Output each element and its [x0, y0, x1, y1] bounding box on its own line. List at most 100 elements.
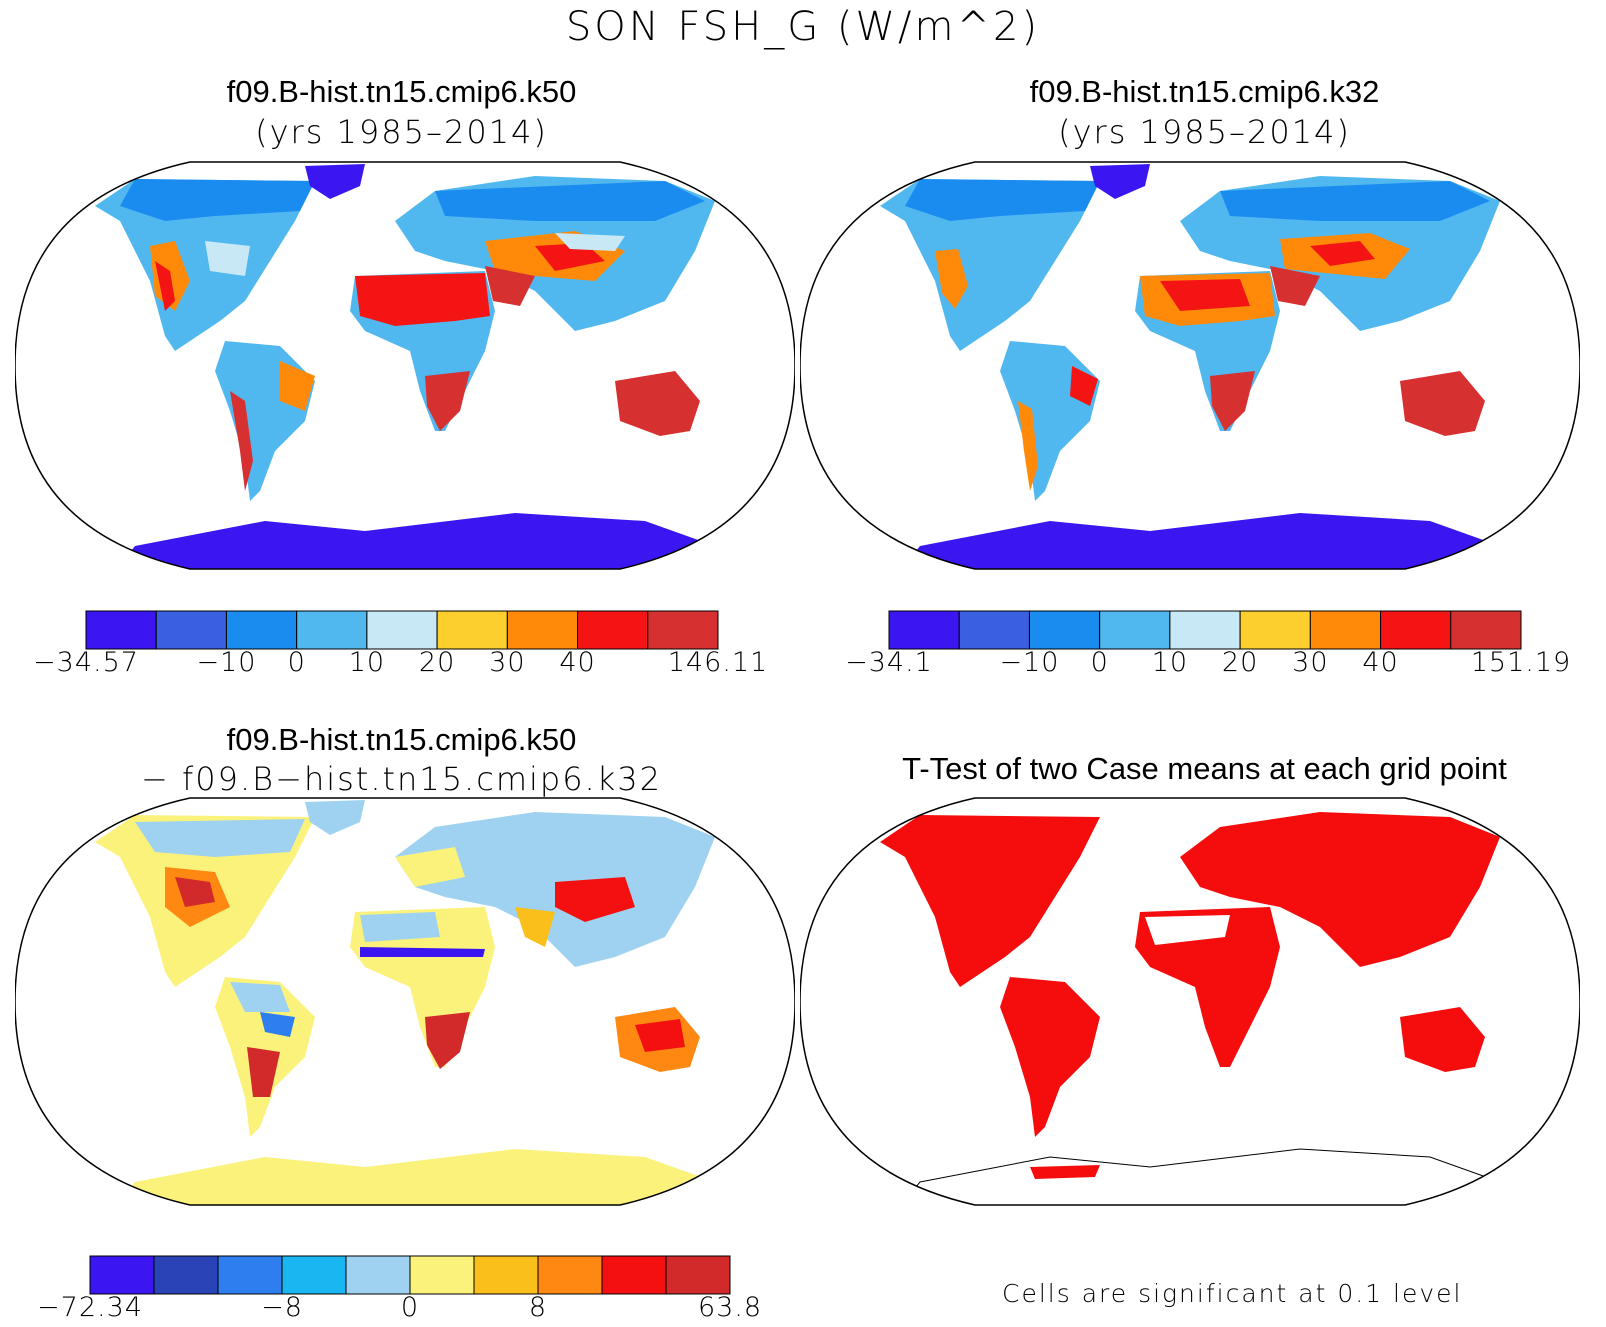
region-siberia: [435, 181, 705, 221]
colorbar-swatch: [1028, 610, 1101, 650]
region-tibet: [1310, 241, 1375, 266]
map-difference: [15, 797, 795, 1206]
region-amazon: [230, 982, 290, 1012]
region-canada: [135, 819, 305, 857]
panel-k50-title: f09.B-hist.tn15.cmip6.k50: [226, 74, 577, 109]
landmass-north-america: [880, 815, 1100, 987]
region-sahara-hot: [355, 273, 490, 326]
region-andes-hot: [1018, 401, 1038, 491]
landmass-australia: [1400, 371, 1485, 436]
region-andes-hot: [230, 391, 253, 491]
figure-title: SON FSH_G (W/m^2): [565, 4, 1041, 50]
colorbar-swatch: [366, 610, 438, 650]
colorbar-tick-label: 0: [1091, 647, 1109, 678]
panel-k50-years: (yrs 1985–2014): [255, 113, 548, 151]
region-mexico-hot: [155, 261, 175, 311]
landmass-north-america: [880, 179, 1100, 351]
region-mongolia: [555, 233, 625, 251]
region-antarctica-significant: [1030, 1165, 1100, 1179]
colorbar-swatch: [409, 1255, 475, 1295]
colorbar-swatch: [601, 1255, 667, 1295]
landmass-greenland: [1090, 164, 1150, 199]
region-southern-africa-hot: [425, 1012, 470, 1069]
region-southern-africa-hot: [1210, 371, 1255, 431]
region-sahara-insignificant: [1145, 915, 1230, 945]
colorbar-swatch: [225, 610, 298, 650]
colorbar-swatch: [296, 610, 368, 650]
landmass-australia: [615, 371, 700, 436]
significance-note: Cells are significant at 0.1 level: [1002, 1279, 1463, 1308]
colorbar-tick-label: −10: [999, 647, 1059, 678]
region-arabia-hot: [1270, 266, 1320, 306]
colorbar-tick-label: 10: [1152, 647, 1188, 678]
colorbar-tick-label: 146.11: [668, 647, 768, 678]
region-australia-core: [635, 1019, 685, 1052]
region-europe: [395, 847, 465, 887]
colorbar-swatch: [217, 1255, 283, 1295]
landmass-greenland: [305, 164, 365, 199]
region-brazil-hot: [280, 361, 315, 411]
landmass-antarctica: [900, 513, 1500, 569]
colorbar-swatch: [506, 610, 579, 650]
landmass-south-america: [215, 341, 315, 501]
colorbar-swatch: [155, 610, 227, 650]
colorbar-swatch: [537, 1255, 603, 1295]
region-siberia: [1220, 181, 1490, 221]
colorbar-swatch: [436, 610, 508, 650]
colorbar-tick-label: 20: [1222, 647, 1258, 678]
region-sahara-core: [1160, 279, 1250, 311]
colorbar-swatch: [1309, 610, 1382, 650]
colorbar-swatch: [85, 610, 157, 650]
colorbar-tick-label: 8: [529, 1292, 547, 1323]
region-western-us-warm: [935, 249, 968, 309]
landmass-greenland: [305, 800, 365, 835]
region-us-midwest: [205, 241, 250, 276]
colorbar-swatch: [577, 610, 649, 650]
region-argentina-hot: [247, 1047, 280, 1097]
region-brazil-hot: [1070, 366, 1098, 406]
colorbar-swatch: [1380, 610, 1452, 650]
colorbar-tick-label: 63.8: [698, 1292, 762, 1323]
colorbar-tick-label: −34.1: [845, 647, 933, 678]
colorbar-tick-label: 151.19: [1471, 647, 1571, 678]
colorbar-tick-label: −34.57: [33, 647, 139, 678]
region-sahel-cold: [360, 947, 485, 957]
region-us-core: [175, 877, 215, 907]
colorbar-swatch: [888, 610, 960, 650]
colorbar-tick-label: −72.34: [37, 1292, 143, 1323]
colorbar-tick-label: −8: [261, 1292, 303, 1323]
landmass-antarctica: [898, 1148, 1501, 1205]
colorbar-swatch: [1450, 610, 1522, 650]
colorbar-tick-label: 0: [288, 647, 306, 678]
landmass-antarctica: [115, 513, 715, 569]
colorbar-swatch: [345, 1255, 411, 1295]
colorbar-difference: −72.34 −8 0 8 63.8: [37, 1255, 762, 1323]
colorbar-swatch: [958, 610, 1030, 650]
colorbar-tick-label: 40: [559, 647, 595, 678]
map-k50: [15, 161, 795, 570]
landmass-north-america-north: [120, 179, 315, 221]
colorbar-tick-label: 40: [1362, 647, 1398, 678]
landmass-antarctica: [115, 1149, 715, 1205]
colorbar-swatch: [1239, 610, 1311, 650]
colorbar-k50: −34.57 −10 0 10 20 30 40 146.11: [33, 610, 768, 678]
colorbar-swatch: [1099, 610, 1171, 650]
landmass-eurasia: [1180, 812, 1500, 967]
colorbar-swatch: [473, 1255, 539, 1295]
colorbar-k32: −34.1 −10 0 10 20 30 40 151.19: [845, 610, 1571, 678]
landmass-africa: [1135, 907, 1280, 1067]
landmass-south-america: [1000, 341, 1100, 501]
colorbar-swatch: [281, 1255, 347, 1295]
panel-diff-subtitle: − f09.B−hist.tn15.cmip6.k32: [141, 760, 662, 798]
landmass-north-america: [95, 179, 315, 351]
colorbar-swatch: [89, 1255, 155, 1295]
landmass-north-america-north: [905, 179, 1100, 221]
colorbar-tick-label: 30: [1292, 647, 1328, 678]
colorbar-swatch: [647, 610, 719, 650]
region-india: [515, 907, 555, 947]
map-k32: [800, 161, 1580, 570]
landmass-australia: [1400, 1007, 1485, 1072]
colorbar-tick-label: 0: [401, 1292, 419, 1323]
panel-diff-title: f09.B-hist.tn15.cmip6.k50: [226, 722, 577, 757]
colorbar-tick-label: 10: [349, 647, 385, 678]
